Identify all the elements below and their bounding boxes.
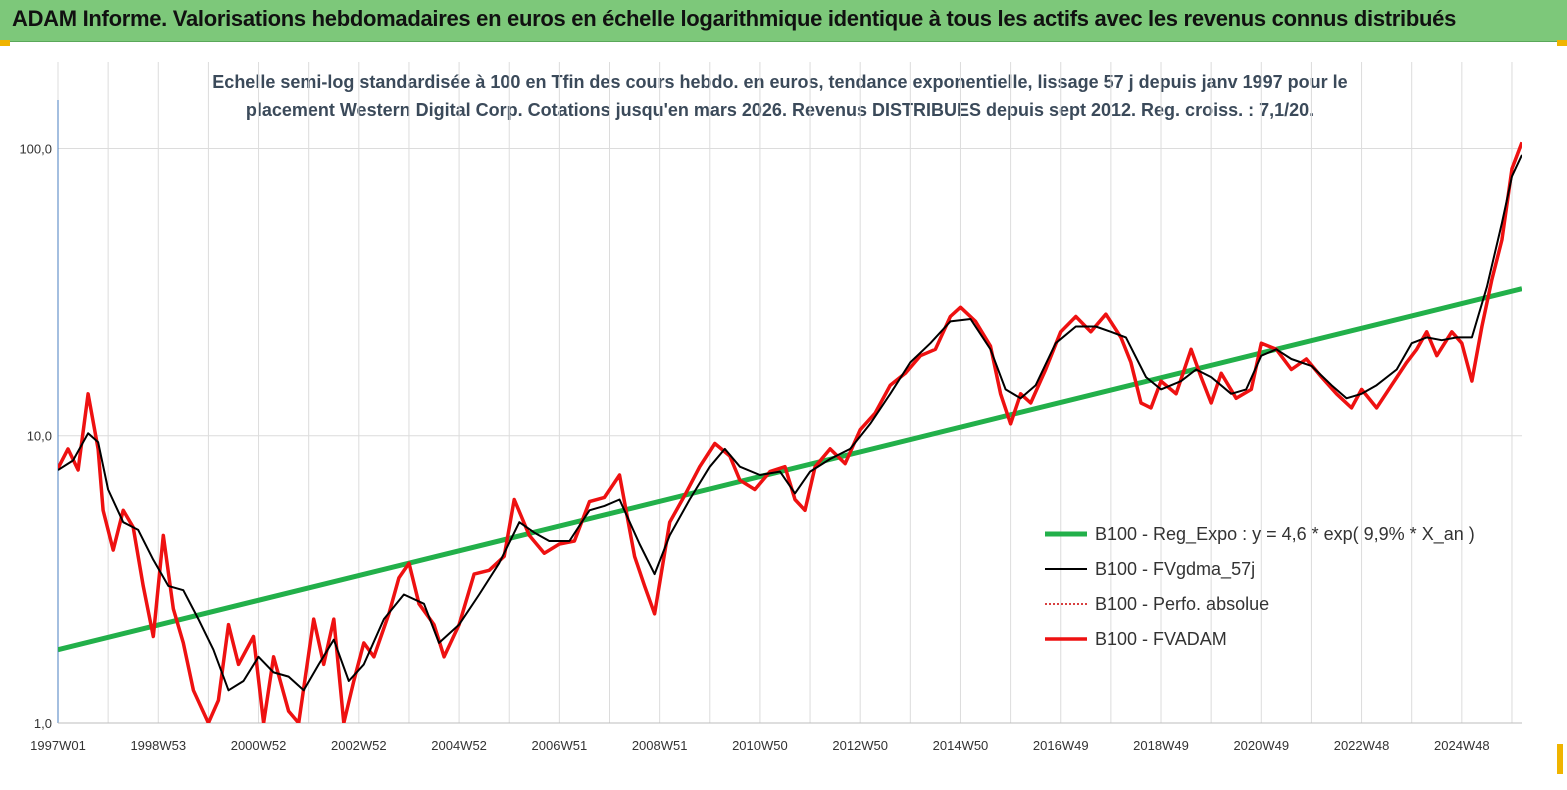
x-tick-label: 2014W50	[933, 738, 989, 753]
legend-label: B100 - FVgdma_57j	[1095, 559, 1255, 580]
x-tick-label: 1997W01	[30, 738, 86, 753]
legend-label: B100 - Reg_Expo : y = 4,6 * exp( 9,9% * …	[1095, 524, 1475, 545]
legend-label: B100 - FVADAM	[1095, 629, 1227, 649]
x-tick-label: 2024W48	[1434, 738, 1490, 753]
y-tick-label: 1,0	[34, 716, 52, 731]
x-tick-label: 2022W48	[1334, 738, 1390, 753]
x-tick-label: 2020W49	[1233, 738, 1289, 753]
x-tick-label: 2002W52	[331, 738, 387, 753]
chart-title-line-1: Echelle semi-log standardisée à 100 en T…	[212, 72, 1348, 92]
series-line-perfo	[58, 142, 1522, 723]
legend: B100 - Reg_Expo : y = 4,6 * exp( 9,9% * …	[1045, 524, 1475, 649]
grid-layer	[57, 62, 1522, 724]
corner-marker-bottom-right	[1557, 744, 1563, 774]
series-line-smoothed	[58, 154, 1522, 692]
x-tick-label: 2012W50	[832, 738, 888, 753]
report-header: ADAM Informe. Valorisations hebdomadaire…	[0, 0, 1567, 42]
series-layer	[58, 141, 1522, 723]
legend-label: B100 - Perfo. absolue	[1095, 594, 1269, 614]
y-tick-label: 100,0	[19, 141, 52, 156]
x-tick-label: 2006W51	[532, 738, 588, 753]
x-tick-label: 2010W50	[732, 738, 788, 753]
y-tick-label: 10,0	[27, 429, 52, 444]
x-tick-label: 2018W49	[1133, 738, 1189, 753]
report-title: ADAM Informe. Valorisations hebdomadaire…	[12, 6, 1457, 31]
series-line-fvadam	[58, 141, 1522, 723]
axis-layer: 1,0 10,0 100,0 1997W01 1998W53 2000W52 2002W52…	[19, 100, 1522, 753]
x-tick-label: 2000W52	[231, 738, 287, 753]
chart-title-line-2: placement Western Digital Corp. Cotation…	[245, 100, 1315, 120]
x-tick-label: 1998W53	[130, 738, 186, 753]
corner-marker-top-right	[1557, 40, 1567, 46]
series-line-regression	[58, 286, 1522, 653]
chart-title: Echelle semi-log standardisée à 100 en T…	[160, 68, 1400, 124]
x-tick-label: 2016W49	[1033, 738, 1089, 753]
corner-marker-top-left	[0, 40, 10, 46]
x-tick-label: 2008W51	[632, 738, 688, 753]
x-tick-label: 2004W52	[431, 738, 487, 753]
